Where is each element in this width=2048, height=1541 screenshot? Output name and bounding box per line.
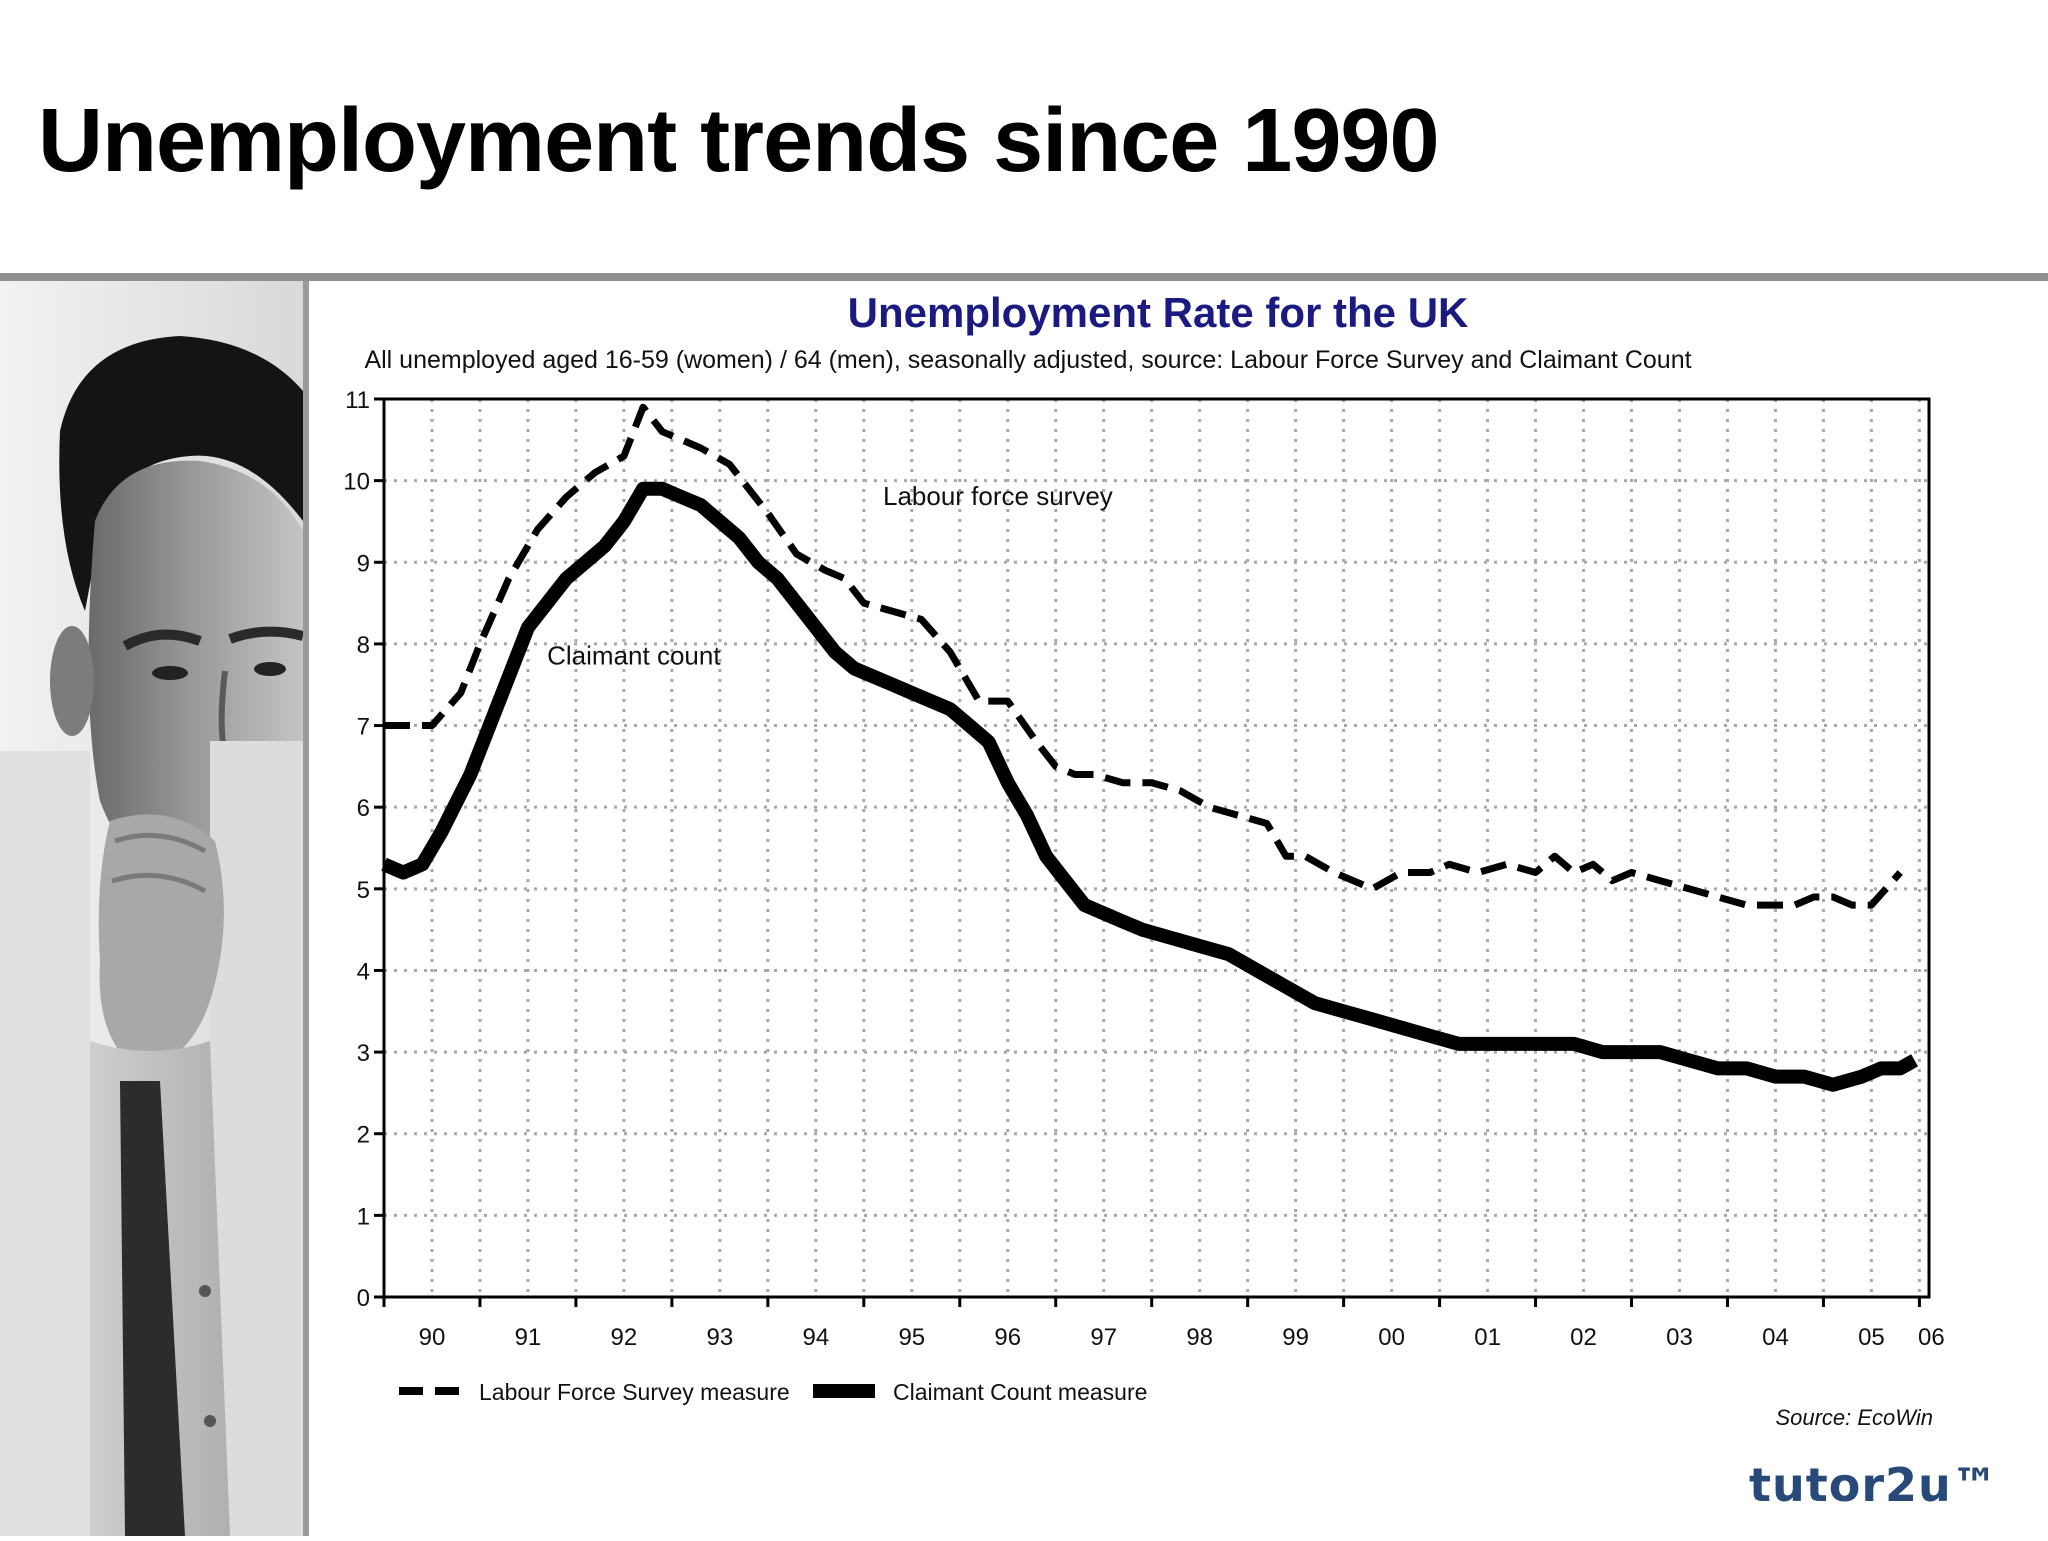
x-tick-label: 00 [1378,1324,1405,1351]
x-tick-label: 99 [1282,1324,1309,1351]
legend-label-claimant: Claimant Count measure [893,1379,1147,1405]
legend-item-claimant-count: Claimant Count measure [813,1379,1147,1405]
series-line-labour-force-survey [384,403,1903,909]
annotations: Labour force survey Claimant count [547,481,1113,670]
legend-label-lfs: Labour Force Survey measure [479,1379,790,1405]
y-tick-label: 11 [345,387,370,414]
x-tick-label: 02 [1570,1324,1597,1351]
x-tick-label: 06 [1918,1324,1945,1351]
y-tick-label: 1 [357,1203,370,1230]
x-tick-label: 04 [1762,1324,1789,1351]
unemployment-chart: Unemployment Rate for the UK All unemplo… [309,281,2048,1541]
man-thinking-photo [0,281,303,1536]
chart-subtitle: All unemployed aged 16-59 (women) / 64 (… [364,346,1691,374]
y-tick-label: 3 [357,1040,370,1067]
y-tick-label: 7 [357,714,370,741]
x-tick-label: 98 [1186,1324,1213,1351]
x-tick-label: 01 [1474,1324,1501,1351]
legend-item-labour-force-survey: Labour Force Survey measure [399,1379,790,1405]
annotation-claimant-count: Claimant count [547,640,721,670]
x-tick-label: 92 [611,1324,638,1351]
y-tick-label: 4 [357,958,370,985]
x-tick-label: 03 [1666,1324,1693,1351]
x-tick-label: 05 [1858,1324,1885,1351]
y-tick-label: 10 [343,469,370,496]
series-line-claimant-count [381,481,1919,1092]
photo-border [303,281,309,1536]
x-tick-label: 97 [1090,1324,1117,1351]
slide-title: Unemployment trends since 1990 [38,91,1440,191]
x-tick-label: 90 [419,1324,446,1351]
chart-title: Unemployment Rate for the UK [848,289,1469,336]
y-tick-label: 0 [357,1285,370,1312]
title-divider [0,273,2048,281]
plot-frame [382,397,1931,1299]
x-tick-label: 94 [802,1324,829,1351]
tutor2u-logo: tutor2u™ [1749,1458,1999,1512]
y-tick-label: 9 [357,550,370,577]
data-lines [381,403,1919,1092]
y-tick-label: 8 [357,632,370,659]
y-tick-label: 6 [357,795,370,822]
legend: Labour Force Survey measure Claimant Cou… [399,1379,1147,1405]
chart-svg: Unemployment Rate for the UK All unemplo… [343,289,1944,1430]
annotation-labour-force-survey: Labour force survey [883,481,1113,511]
x-tick-label: 95 [898,1324,925,1351]
y-tick-label: 2 [357,1122,370,1149]
x-tick-label: 93 [707,1324,734,1351]
x-tick-label: 96 [994,1324,1021,1351]
y-tick-label: 5 [357,877,370,904]
source-note: Source: EcoWin [1775,1405,1933,1430]
x-tick-label: 91 [515,1324,542,1351]
